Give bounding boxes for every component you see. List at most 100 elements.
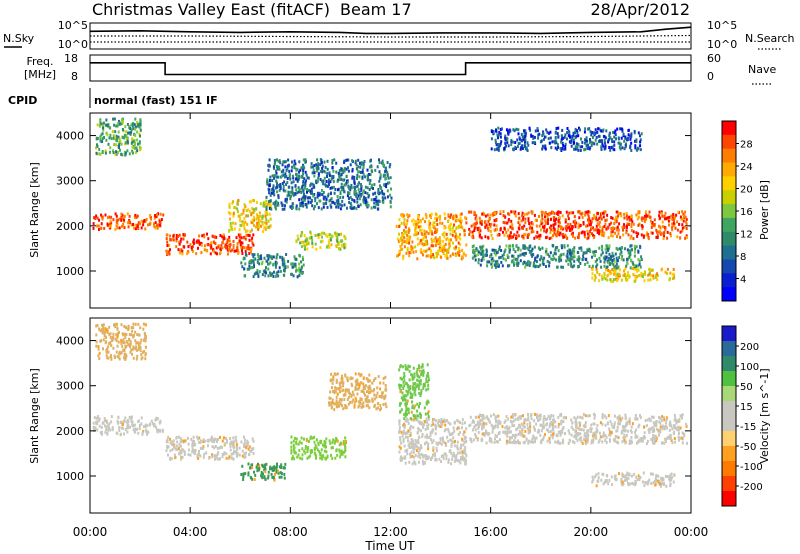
data-cell [626, 217, 629, 221]
data-cell [404, 225, 407, 229]
data-cell [220, 244, 223, 248]
data-cell [387, 181, 389, 185]
data-cell [319, 178, 322, 181]
data-cell [564, 218, 567, 222]
data-cell [306, 190, 308, 194]
data-cell [310, 191, 313, 195]
data-cell [611, 230, 614, 234]
data-cell [569, 141, 572, 144]
data-cell [592, 440, 595, 444]
data-cell [578, 246, 581, 250]
data-cell [357, 188, 360, 192]
data-cell [506, 431, 509, 435]
data-cell [681, 223, 684, 227]
data-cell [670, 234, 672, 238]
data-cell [516, 416, 519, 420]
data-cell [179, 440, 182, 444]
data-cell [378, 179, 381, 183]
data-cell [635, 245, 638, 249]
data-cell [107, 428, 110, 432]
data-cell [666, 230, 669, 234]
data-cell [313, 204, 316, 208]
data-cell [199, 446, 202, 450]
data-cell [490, 137, 493, 141]
data-cell [367, 173, 370, 176]
data-cell [611, 251, 614, 255]
data-cell [595, 427, 598, 431]
data-cell [229, 249, 232, 253]
data-cell [321, 188, 323, 192]
data-cell [551, 428, 554, 432]
data-cell [240, 473, 243, 476]
data-cell [109, 146, 112, 150]
data-cell [593, 278, 596, 282]
data-cell [509, 430, 512, 434]
data-cell [126, 430, 129, 434]
data-cell [283, 472, 286, 476]
data-cell [630, 258, 633, 262]
data-cell [660, 210, 663, 214]
data-cell [619, 212, 622, 216]
data-cell [118, 137, 121, 141]
data-cell [671, 226, 673, 230]
data-cell [96, 216, 99, 220]
data-cell [481, 212, 484, 216]
data-cell [273, 193, 276, 197]
data-cell [416, 257, 419, 261]
data-cell [368, 193, 371, 197]
data-cell [273, 270, 275, 274]
data-cell [203, 452, 206, 456]
data-cell [629, 250, 632, 254]
data-cell [661, 214, 664, 218]
data-cell [482, 249, 485, 253]
data-cell [305, 173, 308, 177]
data-cell [671, 228, 674, 232]
scatter-band-3 [227, 198, 272, 234]
data-cell [469, 415, 472, 419]
data-cell [180, 439, 183, 443]
data-cell [275, 201, 278, 205]
data-cell [517, 132, 520, 136]
data-cell [317, 176, 320, 180]
data-cell [584, 262, 587, 266]
data-cell [523, 425, 526, 429]
data-cell [302, 172, 305, 176]
data-cell [167, 435, 170, 439]
data-cell [162, 213, 165, 217]
data-cell [672, 272, 675, 276]
data-cell [510, 436, 513, 440]
data-cell [251, 220, 254, 224]
data-cell [681, 441, 684, 445]
data-cell [498, 247, 501, 251]
data-cell [351, 159, 354, 163]
data-cell [438, 236, 441, 240]
data-cell [673, 217, 676, 220]
data-cell [659, 226, 662, 230]
data-cell [567, 429, 570, 433]
data-cell [665, 440, 667, 443]
data-cell [132, 151, 134, 155]
data-cell [610, 146, 613, 150]
data-cell [385, 185, 388, 189]
data-cell [558, 233, 561, 237]
data-cell [521, 147, 524, 150]
data-cell [283, 160, 286, 164]
data-cell [578, 126, 580, 130]
data-cell [568, 431, 571, 435]
data-cell [346, 206, 348, 210]
data-cell [234, 435, 237, 439]
data-cell [513, 440, 515, 444]
data-cell [303, 437, 305, 441]
data-cell [179, 449, 182, 453]
data-cell [123, 214, 126, 218]
data-cell [486, 225, 489, 229]
data-cell [556, 212, 559, 215]
data-cell [613, 143, 616, 147]
data-cell [301, 174, 304, 178]
data-cell [191, 444, 194, 448]
data-cell [488, 420, 491, 424]
data-cell [329, 186, 332, 190]
data-cell [150, 217, 153, 221]
data-cell [583, 235, 586, 239]
data-cell [349, 163, 352, 167]
